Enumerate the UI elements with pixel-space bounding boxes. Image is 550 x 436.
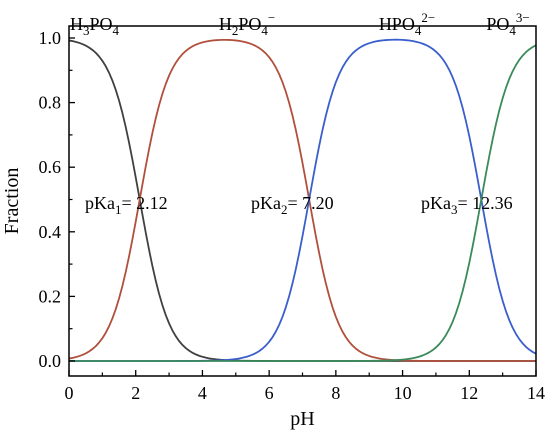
axis-ticks: 0 2 4 6 8 10 12 14 0.0 0.2 0.4 0.6 0.8 1.0 <box>39 28 546 403</box>
x-tick-label: 0 <box>65 383 74 403</box>
y-tick-label: 0.4 <box>39 222 62 242</box>
y-tick-label: 0.0 <box>39 351 62 371</box>
x-axis-title: pH <box>290 408 314 430</box>
pka-annotation-2: pKa2= 7.20 <box>251 193 334 217</box>
x-tick-label: 14 <box>527 383 545 403</box>
series-curves <box>68 38 537 362</box>
pka-annotation-1: pKa1= 2.12 <box>85 193 168 217</box>
y-tick-label: 0.6 <box>39 157 62 177</box>
series-line-2 <box>68 38 536 362</box>
chart-labels: pH Fraction H3PO4 H2PO4− HPO42− PO43− pKa1= 2.… <box>1 10 530 430</box>
x-tick-label: 6 <box>265 383 274 403</box>
x-tick-label: 4 <box>198 383 207 403</box>
species-label-4: PO43− <box>486 10 529 38</box>
x-tick-label: 10 <box>394 383 412 403</box>
pka-annotation-3: pKa3= 12.36 <box>421 193 513 217</box>
species-label-2: H2PO4− <box>219 10 275 38</box>
y-tick-label: 0.2 <box>39 286 62 306</box>
x-tick-label: 12 <box>460 383 478 403</box>
y-axis-title: Fraction <box>1 168 23 235</box>
species-label-3: HPO42− <box>379 10 435 38</box>
y-tick-label: 1.0 <box>39 28 62 48</box>
x-tick-label: 8 <box>331 383 340 403</box>
x-tick-label: 2 <box>131 383 140 403</box>
y-tick-label: 0.8 <box>39 93 62 113</box>
species-label-1: H3PO4 <box>70 14 120 38</box>
series-line-4 <box>69 44 537 362</box>
